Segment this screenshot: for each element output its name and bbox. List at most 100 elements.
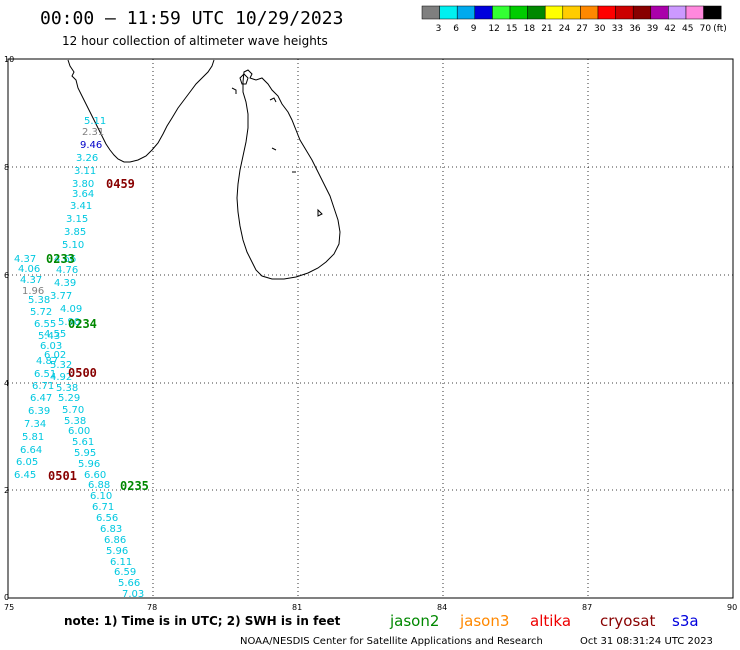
footnote: note: 1) Time is in UTC; 2) SWH is in fe… [64,614,341,628]
map-subtitle: 12 hour collection of altimeter wave hei… [62,34,328,48]
pass-time-label: 0235 [120,479,149,493]
legend-label: 42 [664,24,675,34]
wave-height-value: 4.87 [36,356,58,367]
legend-label: 45 [682,24,693,34]
pass-time-label: 0501 [48,469,77,483]
legend-swatch [615,5,634,20]
map-title: 00:00 – 11:59 UTC 10/29/2023 [40,8,343,29]
wave-height-value: 6.03 [40,341,62,352]
wave-height-value: 5.81 [22,432,44,443]
wave-height-value: 3.80 [72,179,94,190]
legend-label: 21 [541,24,552,34]
x-tick-label: 87 [582,603,592,612]
wave-height-value: 5.95 [74,448,96,459]
wave-height-value: 5.61 [72,437,94,448]
legend-swatch [509,5,528,20]
wave-height-value: 6.00 [68,426,90,437]
wave-height-value: 6.88 [88,480,110,491]
wave-height-value: 6.71 [32,381,54,392]
wave-height-value: 5.96 [78,459,100,470]
wave-height-value: 4.76 [56,265,78,276]
x-axis-labels: 75 78 81 84 87 90 [4,603,737,612]
wave-height-value: 6.10 [90,491,112,502]
wave-height-value: 4.55 [44,329,66,340]
legend-label: 36 [629,24,641,34]
wave-height-value: 4.37 [20,275,42,286]
wave-height-readings: 5.112.31 9.46 3.26 3.11 3.803.643.41 3.15 3.85… [14,116,144,600]
pass-time-label: 0459 [106,177,135,191]
wave-height-value: 7.34 [24,419,46,430]
legend-swatch [421,5,440,20]
satellite-legend: jason2 jason3 altika cryosat s3a [389,612,699,630]
wave-height-value: 6.55 [34,319,56,330]
pass-time-label: 0233 [46,252,75,266]
legend-label: 9 [471,24,477,34]
wave-height-value: 3.15 [66,214,88,225]
x-tick-label: 81 [292,603,302,612]
wave-height-value: 5.29 [58,393,80,404]
y-tick-label: 2 [4,486,9,495]
legend-label: 12 [488,24,499,34]
pass-time-label: 0234 [68,317,97,331]
wave-height-value: 5.70 [62,405,84,416]
wave-height-value: 5.43 [38,331,60,342]
x-tick-label: 84 [437,603,447,612]
legend-swatch [492,5,511,20]
x-tick-label: 75 [4,603,14,612]
legend-label: 70 [700,24,712,34]
wave-height-value: 5.32 [50,360,72,371]
wave-height-value: 6.56 [96,513,118,524]
legend-label: 30 [594,24,606,34]
legend-label: 27 [576,24,587,34]
y-tick-label: 4 [4,379,9,388]
footer-timestamp: Oct 31 08:31:24 UTC 2023 [580,636,713,647]
legend-label: 6 [453,24,459,34]
pass-time-labels: 0459 0233 0234 0500 0501 0235 [46,177,149,493]
legend-swatch [527,5,546,20]
legend-label: 3 [436,24,442,34]
legend-swatch [597,5,616,20]
legend-label: 33 [612,24,623,34]
wave-height-value: 9.46 [80,140,102,151]
wave-height-value: 7.03 [122,589,144,600]
wave-height-value: 6.51 [34,369,56,380]
wave-height-value: 6.11 [110,557,132,568]
wave-height-value: 6.59 [114,567,136,578]
wave-height-value: 5.38 [56,383,78,394]
wave-height-value: 5.38 [28,295,50,306]
footer-organization: NOAA/NESDIS Center for Satellite Applica… [240,636,543,647]
y-tick-label: 6 [4,271,9,280]
x-tick-label: 90 [727,603,737,612]
legend-swatch [668,5,687,20]
wave-height-value: 4.39 [54,278,76,289]
legend-swatch [544,5,564,20]
wave-height-value: 5.10 [62,240,84,251]
wave-height-value: 4.06 [18,264,40,275]
legend-swatch [474,5,493,20]
wave-height-value: 3.26 [76,153,98,164]
y-tick-label: 10 [4,55,14,64]
wave-height-value: 1.96 [22,286,44,297]
wave-height-value: 4.92 [50,372,72,383]
wave-height-value: 5.11 [84,116,106,127]
legend-label: (ft) [713,24,727,34]
wave-height-value: 6.02 [44,350,66,361]
wave-height-value: 6.64 [20,445,42,456]
wave-height-value: 3.41 [70,201,92,212]
wave-height-value: 6.05 [16,457,38,468]
legend-label: 39 [647,24,659,34]
wave-height-value: 6.60 [84,470,106,481]
satellite-cryosat: cryosat [600,612,655,630]
legend-label: 15 [506,24,517,34]
color-legend: 3 6 9 12 15 18 21 24 27 30 33 36 39 42 45 70 (ft) [421,5,727,34]
legend-swatch [562,5,581,20]
wave-height-value: 5.96 [106,546,128,557]
wave-height-value: 6.71 [92,502,114,513]
wave-height-value: 4.66 [54,254,76,265]
wave-height-value: 6.86 [104,535,126,546]
wave-height-value: 4.09 [60,304,82,315]
pass-time-label: 0500 [68,366,97,380]
wave-height-value: 3.77 [50,291,72,302]
satellite-jason2: jason2 [389,612,439,630]
